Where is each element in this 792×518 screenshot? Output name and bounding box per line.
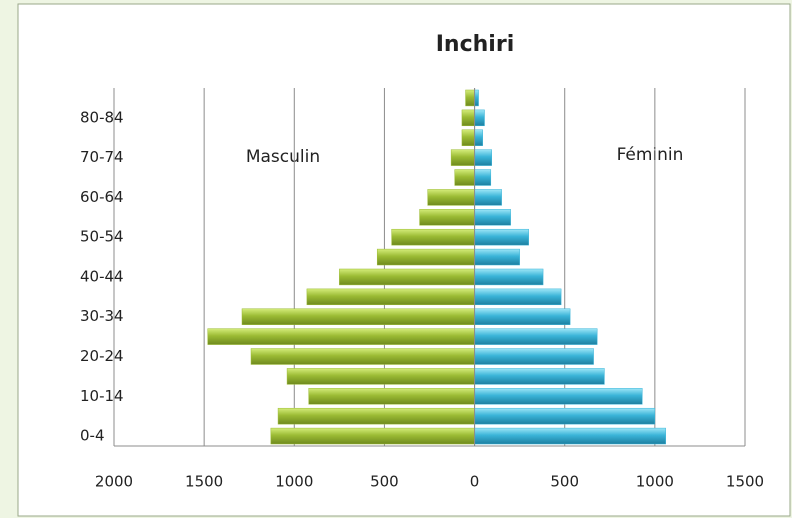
x-tick-label: 1000 (636, 473, 674, 491)
y-tick-label: 30-34 (80, 307, 124, 325)
bar (286, 368, 475, 385)
y-tick-label: 50-54 (80, 228, 124, 246)
x-tick-label: 500 (550, 473, 579, 491)
bar (427, 189, 475, 206)
bar (339, 268, 475, 286)
y-tick-label: 80-84 (80, 108, 124, 126)
bar (474, 209, 511, 226)
bar (277, 407, 475, 425)
bar (419, 209, 475, 226)
bar (474, 328, 598, 345)
bar (474, 407, 656, 425)
bar (474, 169, 492, 186)
series-label: Féminin (617, 145, 684, 165)
chart-title: Inchiri (436, 32, 514, 57)
bar (308, 388, 475, 405)
bar (461, 109, 475, 127)
bar (474, 427, 666, 445)
bar (474, 189, 502, 206)
bar (270, 427, 475, 445)
series-label: Masculin (246, 147, 320, 167)
bar (474, 129, 483, 146)
bar (306, 288, 475, 306)
y-tick-label: 70-74 (80, 148, 124, 166)
bar (474, 288, 562, 306)
bar (474, 149, 492, 166)
bar (474, 348, 594, 365)
bar (376, 248, 475, 266)
x-tick-label: 1000 (275, 473, 313, 491)
bar (474, 308, 571, 325)
bar (391, 228, 475, 246)
y-tick-label: 60-64 (80, 188, 124, 206)
bar (474, 388, 643, 405)
bar (450, 149, 475, 166)
bar (474, 109, 485, 127)
bar (207, 328, 475, 345)
bar (461, 129, 475, 146)
x-tick-label: 1500 (185, 473, 223, 491)
y-tick-label: 40-44 (80, 267, 124, 285)
bar (474, 248, 520, 266)
bar (454, 169, 475, 186)
y-tick-label: 0-4 (80, 427, 105, 445)
bar (241, 308, 475, 325)
bar (474, 228, 529, 246)
x-tick-label: 2000 (95, 473, 133, 491)
y-tick-label: 10-14 (80, 387, 124, 405)
y-tick-label: 20-24 (80, 347, 124, 365)
x-tick-label: 500 (370, 473, 399, 491)
bar (465, 89, 475, 107)
bar (474, 89, 479, 107)
x-tick-label: 0 (470, 473, 480, 491)
bar (474, 268, 544, 286)
bar (250, 348, 475, 365)
bar (474, 368, 605, 385)
x-tick-label: 1500 (726, 473, 764, 491)
